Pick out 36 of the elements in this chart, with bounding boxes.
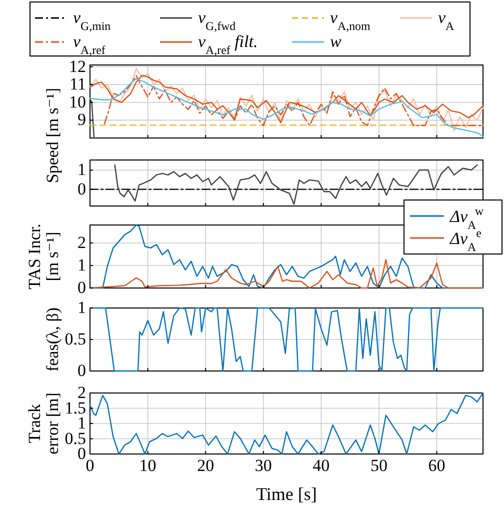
y-tick-label: 12 [69,56,86,76]
y-tick-label: 0 [78,179,86,198]
legend-label: w [330,32,342,51]
y-tick-label: 1 [78,160,86,180]
y-axis-title: Track error [m] [25,392,62,454]
line-series [89,78,484,137]
y-tick-label: 9 [78,110,86,130]
x-axis-title: Time [s] [256,484,317,504]
line-series [114,164,478,205]
x-tick-label: 30 [254,456,272,475]
x-tick-label: 50 [370,456,388,475]
y-axis-title: TAS Incr. [m s⁻¹] [25,224,62,290]
x-tick-label: 10 [139,456,156,475]
y-axis-title: feas(λ, β) [43,307,62,372]
line-series [89,68,484,132]
y-tick-label: 0.5 [64,330,86,348]
legend-label: v$_{A}$ [438,8,455,33]
y-axis-title: Speed [m s⁻¹] [43,88,62,184]
y-tick-label: 0 [78,278,86,297]
line-series [89,259,484,289]
legend-label: v$_{G,fwd}$ [198,8,236,33]
legend-label: v$_{A,nom}$ [330,8,371,33]
text: v$_{G,min}$ [73,8,111,33]
y-tick-label: 2 [78,233,86,252]
y-tick-label: 0 [78,361,86,380]
line-series [89,392,484,455]
x-tick-label: 40 [312,456,330,475]
y-tick-label: 1 [78,298,86,317]
x-tick-label: 60 [428,456,446,475]
y-tick-label: 11 [70,74,86,94]
y-tick-label: 1 [78,256,86,274]
x-tick-label: 20 [197,456,214,475]
legend-label: v$_{A,ref}$ [73,32,106,57]
y-tick-label: 10 [69,92,86,112]
line-series [89,307,484,372]
legend-label: v$_{A,ref}$ filt. [198,32,258,57]
